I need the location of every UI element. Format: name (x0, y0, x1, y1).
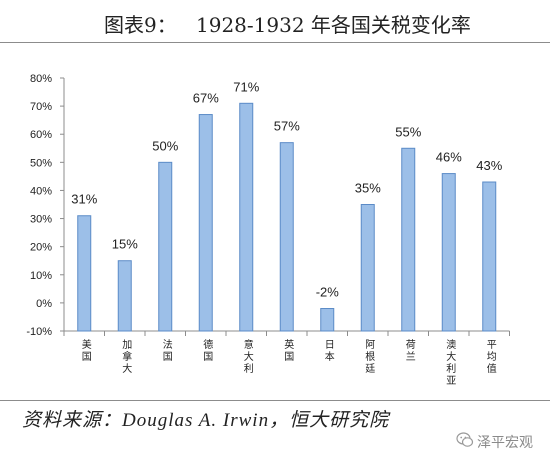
data-label: 50% (152, 138, 178, 153)
figure-number: 图表9： (104, 13, 177, 37)
bar-1 (77, 215, 92, 332)
watermark-text: 泽平宏观 (477, 435, 533, 451)
x-tick-label: 德国 (200, 339, 212, 363)
y-tick-label: -10% (26, 326, 52, 338)
data-label: 57% (274, 119, 300, 134)
y-tick-label: 50% (30, 157, 52, 169)
y-tick-label: 80% (30, 73, 52, 85)
data-label: 55% (395, 124, 421, 139)
bar-5 (239, 102, 254, 332)
data-label: 71% (233, 79, 259, 94)
data-label: -2% (316, 285, 340, 300)
y-tick-label: 60% (30, 129, 52, 141)
y-tick-label: 30% (30, 214, 52, 226)
source-divider (0, 400, 550, 401)
y-tick-label: 40% (30, 185, 52, 197)
data-label: 31% (71, 192, 97, 207)
chart-title: 1928-1932 年各国关税变化率 (196, 13, 471, 37)
data-label: 67% (193, 91, 219, 106)
source-note: 资料来源：Douglas A. Irwin，恒大研究院 (22, 410, 390, 431)
bar-6 (279, 142, 294, 332)
y-tick-label: 10% (30, 270, 52, 282)
bar-2 (117, 260, 132, 332)
bar-chart: -10% 0% 10% 20% 30% 40% 50% 60% 70% 80% 31% 15% 50% 6… (26, 73, 510, 338)
x-tick-label: 阿根廷 (362, 339, 374, 375)
x-tick-label: 日本 (322, 339, 334, 363)
x-tick-label: 加拿大 (119, 339, 131, 375)
y-tick-label: 0% (36, 298, 52, 310)
x-tick-label: 法国 (160, 339, 172, 363)
bar-10 (441, 173, 456, 332)
bar-11 (482, 181, 497, 332)
bar-7 (320, 308, 335, 332)
x-tick-label: 美国 (79, 339, 91, 363)
x-tick-label: 荷兰 (403, 339, 415, 363)
data-label: 35% (355, 181, 381, 196)
x-tick-label: 澳大利亚 (443, 339, 455, 387)
x-tick-label: 平均值 (484, 339, 496, 375)
x-tick-label: 英国 (281, 339, 293, 363)
y-tick-label: 20% (30, 242, 52, 254)
wechat-logo-icon (456, 432, 474, 447)
y-tick-label: 70% (30, 101, 52, 113)
data-label: 15% (112, 237, 138, 252)
x-tick-label: 意大利 (241, 339, 253, 375)
bar-3 (158, 161, 173, 332)
bar-4 (198, 114, 213, 332)
data-label: 46% (436, 150, 462, 165)
bar-8 (360, 204, 375, 332)
bar-9 (401, 147, 416, 332)
data-label: 43% (476, 158, 502, 173)
title-divider (0, 42, 550, 43)
